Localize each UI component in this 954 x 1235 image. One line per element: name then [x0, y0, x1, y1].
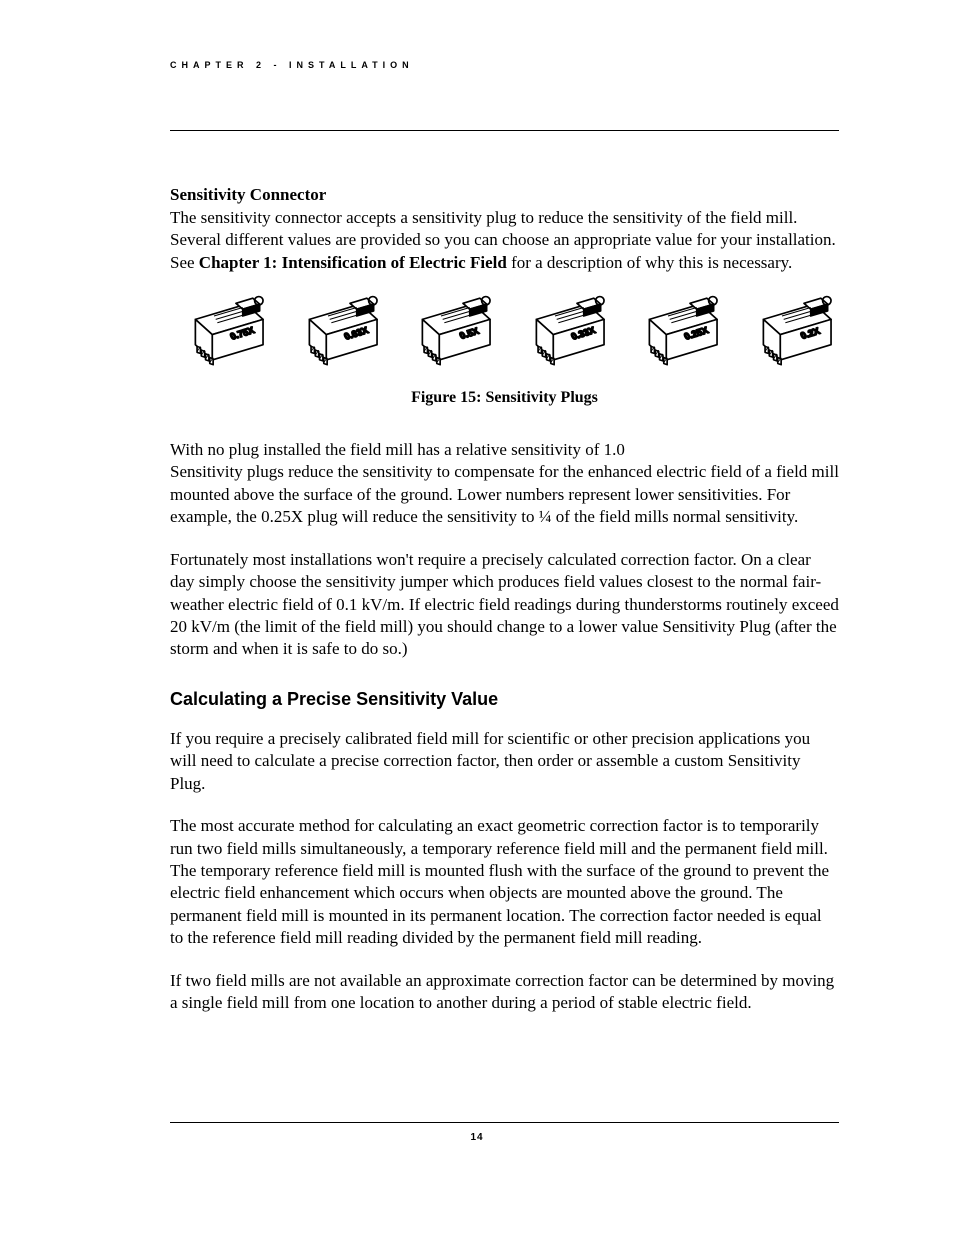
plug-icon: 0.63X — [284, 294, 386, 379]
intro-post: for a description of why this is necessa… — [507, 253, 792, 272]
intro-bold: Chapter 1: Intensification of Electric F… — [199, 253, 507, 272]
plug: 0.25X — [624, 294, 726, 379]
intro-paragraph: The sensitivity connector accepts a sens… — [170, 207, 839, 274]
chapter-header: CHAPTER 2 - INSTALLATION — [170, 60, 839, 70]
plug-icon: 0.33X — [511, 294, 613, 379]
paragraph-reduce: Sensitivity plugs reduce the sensitivity… — [170, 461, 839, 528]
paragraph-fortunately: Fortunately most installations won't req… — [170, 549, 839, 661]
plug-icon: 0.25X — [624, 294, 726, 379]
plug-icon: 0.5X — [397, 294, 499, 379]
footer-rule — [170, 1122, 839, 1123]
plug: 0.75X — [170, 294, 272, 379]
plug: 0.33X — [511, 294, 613, 379]
page: CHAPTER 2 - INSTALLATION Sensitivity Con… — [0, 0, 954, 1235]
plugs-row: 0.75X0.63X0.5X0.33X0.25X0.2X — [170, 294, 839, 379]
plug-icon: 0.75X — [170, 294, 272, 379]
paragraph-noplug: With no plug installed the field mill ha… — [170, 439, 839, 461]
section-title: Sensitivity Connector — [170, 185, 839, 205]
plug: 0.63X — [284, 294, 386, 379]
paragraph-precise1: If you require a precisely calibrated fi… — [170, 728, 839, 795]
plug: 0.5X — [397, 294, 499, 379]
paragraph-precise3: If two field mills are not available an … — [170, 970, 839, 1015]
plug-icon: 0.2X — [738, 294, 840, 379]
plug: 0.2X — [738, 294, 840, 379]
page-number: 14 — [0, 1132, 954, 1143]
heading-precise: Calculating a Precise Sensitivity Value — [170, 689, 839, 710]
paragraph-precise2: The most accurate method for calculating… — [170, 815, 839, 950]
figure-caption: Figure 15: Sensitivity Plugs — [170, 389, 839, 407]
